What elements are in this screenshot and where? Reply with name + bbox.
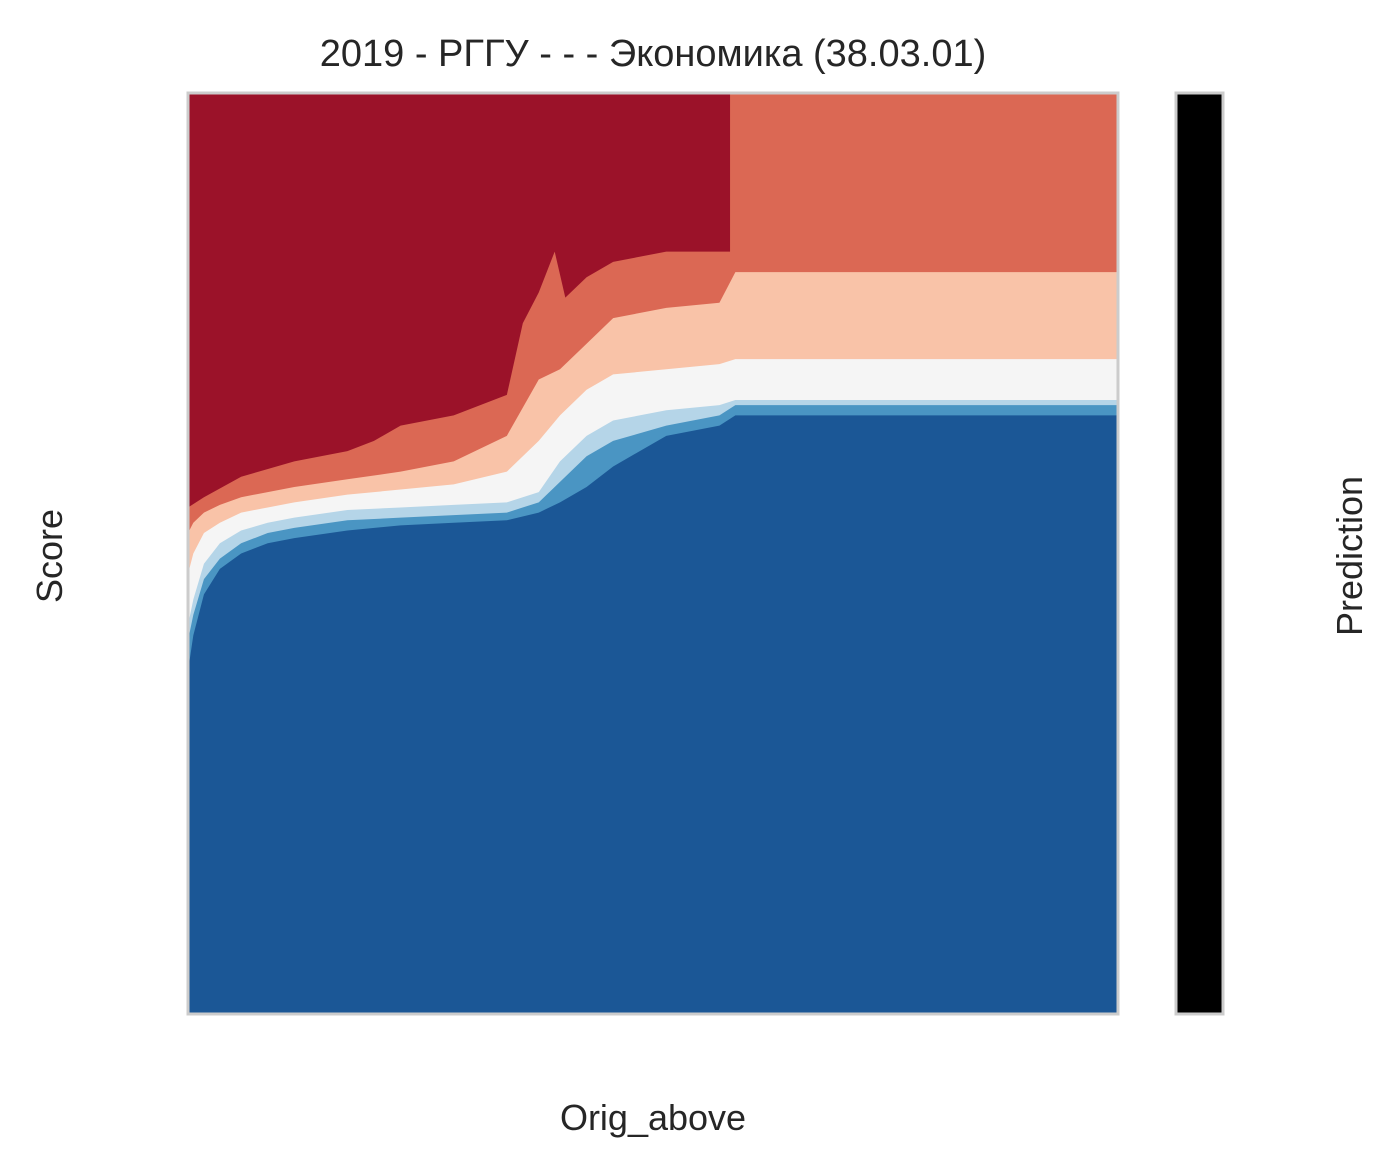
x-axis-label: Orig_above [560, 1097, 746, 1138]
plot-frame [186, 91, 1120, 1016]
colorbar-label: Prediction [1329, 476, 1370, 636]
plot-area [188, 93, 1118, 1014]
y-axis-label: Score [29, 509, 70, 603]
chart-title: 2019 - РГГУ - - - Экономика (38.03.01) [320, 33, 986, 75]
contour-layers [188, 93, 1118, 1014]
contour-band-0.0-0.2 [188, 415, 1118, 1014]
colorbar [1174, 91, 1225, 1016]
